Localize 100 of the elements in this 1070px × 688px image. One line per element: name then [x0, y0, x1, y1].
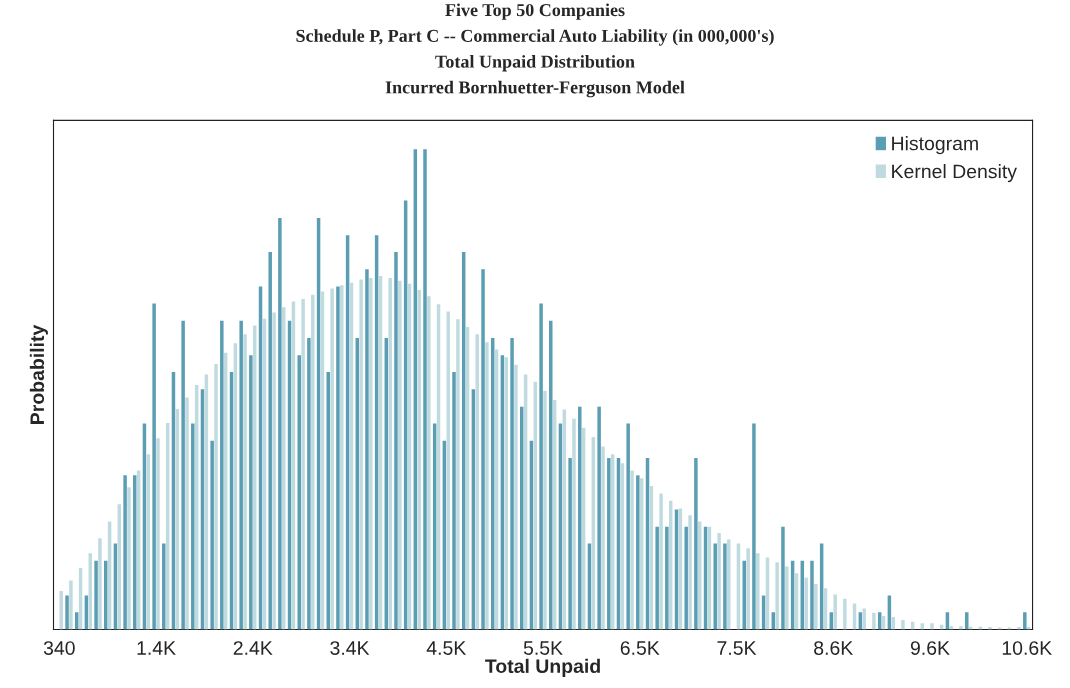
- bar: [752, 423, 756, 630]
- bar: [243, 334, 247, 630]
- bar: [388, 277, 392, 630]
- bar: [756, 553, 760, 630]
- bar: [833, 594, 837, 630]
- bar: [475, 334, 479, 630]
- bar: [94, 560, 98, 630]
- bar: [655, 526, 659, 630]
- bar: [607, 458, 611, 630]
- bar: [775, 562, 779, 630]
- bar: [456, 319, 460, 630]
- x-tick-label: 4.5K: [426, 641, 467, 655]
- x-tick-label: 10.6K: [1002, 641, 1052, 655]
- bar: [549, 320, 553, 630]
- bar: [152, 303, 156, 630]
- bar: [810, 560, 814, 630]
- x-tick-label: 9.6K: [910, 641, 950, 655]
- bar: [336, 286, 340, 630]
- bar: [278, 217, 282, 630]
- bar: [626, 423, 630, 630]
- bar: [485, 342, 489, 630]
- bar: [572, 418, 576, 630]
- bar: [191, 423, 195, 630]
- bar: [568, 458, 572, 630]
- bar: [785, 566, 789, 630]
- bar: [543, 390, 547, 630]
- x-tick-label: 3.4K: [330, 641, 370, 655]
- bar: [601, 446, 605, 630]
- bar: [636, 475, 640, 630]
- x-tick-label: 1.4K: [137, 641, 176, 655]
- bar: [843, 598, 847, 630]
- bar: [214, 363, 218, 630]
- bar: [539, 303, 543, 630]
- bar: [162, 543, 166, 630]
- bar: [272, 312, 276, 630]
- bar: [340, 285, 344, 630]
- bar: [69, 580, 73, 630]
- bar: [123, 475, 127, 630]
- bar: [659, 493, 663, 630]
- bar: [65, 595, 69, 630]
- bar: [804, 577, 808, 630]
- bar: [59, 591, 63, 630]
- bar: [872, 612, 876, 630]
- bar: [901, 619, 905, 630]
- bar: [297, 355, 301, 630]
- bar: [481, 269, 485, 630]
- legend-label: Histogram: [892, 136, 978, 155]
- bar: [210, 440, 214, 630]
- bar: [723, 543, 727, 630]
- bar: [891, 617, 895, 630]
- bar: [684, 526, 688, 630]
- bar: [394, 252, 398, 630]
- bar: [423, 149, 427, 630]
- bar: [133, 475, 137, 630]
- y-axis-title: Probability: [29, 324, 48, 424]
- bar: [510, 337, 514, 630]
- bar: [249, 355, 253, 630]
- bar: [1023, 612, 1027, 630]
- bar: [268, 252, 272, 630]
- x-tick-label: 5.5K: [523, 641, 563, 655]
- bar: [417, 289, 421, 630]
- legend-label: Kernel Density: [892, 164, 1017, 183]
- bar: [514, 364, 518, 630]
- bar: [862, 608, 866, 630]
- bar: [988, 627, 992, 630]
- bar: [427, 296, 431, 630]
- bar: [452, 372, 456, 630]
- bar: [959, 626, 963, 630]
- x-tick-label: 7.5K: [717, 641, 757, 655]
- bar: [688, 515, 692, 630]
- bar: [365, 269, 369, 630]
- bar: [965, 612, 969, 630]
- bar: [369, 277, 373, 630]
- chart-title: Five Top 50 Companies Schedule P, Part C -- Commercial Auto Liability (in 000,000's) Total Unpaid Distribution Incurred Bornhuetter-Ferguson Model: [296, 3, 774, 98]
- bar: [713, 543, 717, 630]
- bar: [185, 397, 189, 630]
- bar: [127, 487, 131, 630]
- bar: [1017, 627, 1021, 630]
- bar: [746, 548, 750, 630]
- bar: [717, 532, 721, 630]
- bar: [727, 539, 731, 630]
- bar: [301, 299, 305, 630]
- x-tick-label: 340: [43, 641, 75, 655]
- bar: [930, 623, 934, 630]
- bar: [181, 320, 185, 630]
- bar: [311, 294, 315, 630]
- bar: [694, 458, 698, 630]
- x-tick-label: 8.6K: [814, 641, 854, 655]
- bar: [359, 279, 363, 630]
- bar: [330, 288, 334, 630]
- bar: [398, 280, 402, 630]
- bar: [814, 583, 818, 630]
- x-tick-label: 6.5K: [620, 641, 660, 655]
- bar: [307, 337, 311, 630]
- x-tick-label: 2.4K: [233, 641, 273, 655]
- bar: [156, 438, 160, 630]
- bar: [781, 526, 785, 630]
- bar: [578, 406, 582, 630]
- bar: [597, 406, 601, 630]
- bar: [665, 526, 669, 630]
